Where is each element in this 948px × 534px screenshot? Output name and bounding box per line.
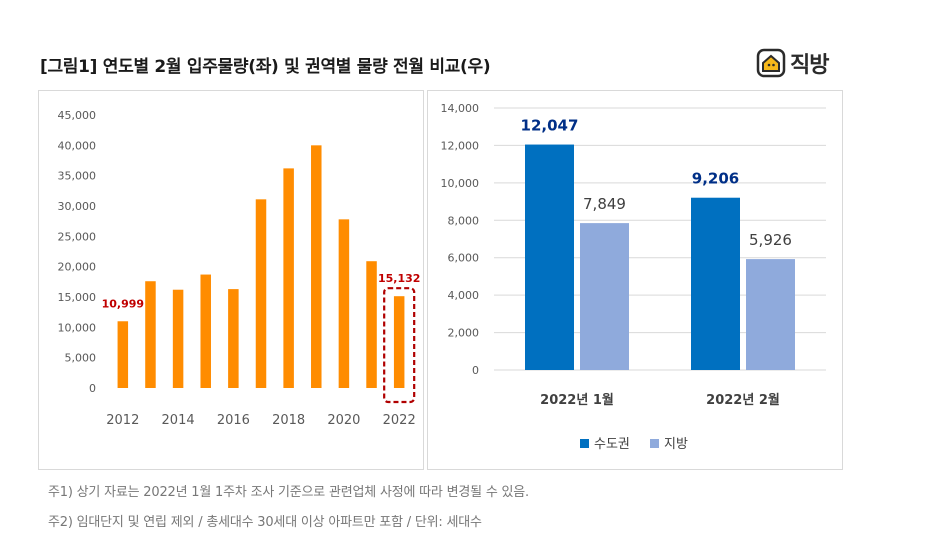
left-chart-panel: 0 5,000 10,000 15,000 20,000 25,000 30,000 35,0… bbox=[38, 90, 424, 470]
y-tick-label: 8,000 bbox=[448, 214, 480, 227]
y-tick-label: 15,000 bbox=[58, 291, 97, 304]
house-icon bbox=[756, 48, 786, 78]
y-tick-label: 10,000 bbox=[441, 177, 480, 190]
footnote-1: 주1) 상기 자료는 2022년 1월 1주차 조사 기준으로 관련업체 사정에… bbox=[48, 485, 529, 500]
bar-2018 bbox=[283, 168, 294, 388]
x-tick-label: 2018 bbox=[272, 413, 305, 428]
logo-text: 직방 bbox=[790, 53, 829, 78]
zigbang-logo: 직방 bbox=[756, 46, 829, 80]
y-tick-label: 40,000 bbox=[58, 139, 97, 152]
bar-2022 bbox=[393, 296, 405, 388]
y-tick-label: 35,000 bbox=[58, 170, 97, 183]
y-tick-label: 25,000 bbox=[58, 230, 97, 243]
bar-2020 bbox=[338, 219, 350, 388]
bar-2019 bbox=[311, 145, 322, 388]
x-tick-label: 2014 bbox=[162, 413, 195, 428]
bar-지방-0 bbox=[580, 223, 629, 370]
legend-label: 수도권 bbox=[594, 437, 630, 452]
data-label: 5,926 bbox=[749, 231, 792, 249]
legend-swatch-수도권 bbox=[580, 439, 589, 448]
bar-2015 bbox=[200, 274, 211, 388]
y-tick-label: 5,000 bbox=[65, 352, 97, 365]
data-label: 12,047 bbox=[521, 117, 579, 135]
data-label-2012: 10,999 bbox=[102, 297, 144, 310]
y-tick-label: 2,000 bbox=[448, 327, 480, 340]
y-tick-label: 45,000 bbox=[58, 109, 97, 122]
y-tick-label: 0 bbox=[89, 382, 96, 395]
bar-2021 bbox=[366, 261, 377, 388]
bar-2016 bbox=[228, 289, 239, 388]
y-tick-label: 14,000 bbox=[441, 102, 480, 115]
yearly-bar-chart: 0 5,000 10,000 15,000 20,000 25,000 30,000 35,0… bbox=[58, 109, 421, 428]
x-tick-label: 2012 bbox=[106, 413, 139, 428]
y-tick-label: 4,000 bbox=[448, 289, 480, 302]
bar-지방-1 bbox=[746, 259, 795, 370]
bar-2017 bbox=[255, 199, 267, 388]
data-label-2022: 15,132 bbox=[378, 272, 420, 285]
bar-수도권-1 bbox=[691, 197, 740, 370]
x-tick-label: 2016 bbox=[217, 413, 250, 428]
footnote-2: 주2) 임대단지 및 연립 제외 / 총세대수 30세대 이상 아파트만 포함 … bbox=[48, 515, 482, 530]
y-tick-label: 10,000 bbox=[58, 321, 97, 334]
bar-2012 bbox=[117, 321, 129, 388]
x-tick-label: 2022 bbox=[383, 413, 416, 428]
x-category-label: 2022년 1월 bbox=[540, 392, 614, 408]
data-label: 7,849 bbox=[583, 195, 626, 213]
right-chart-panel: 0 2,000 4,000 6,000 8,000 10,000 12,000 14,000 1… bbox=[427, 90, 843, 470]
x-category-label: 2022년 2월 bbox=[706, 392, 780, 408]
legend-swatch-지방 bbox=[650, 439, 659, 448]
y-tick-label: 6,000 bbox=[448, 252, 480, 265]
y-tick-label: 12,000 bbox=[441, 139, 480, 152]
data-label: 9,206 bbox=[692, 170, 739, 188]
page-title: [그림1] 연도별 2월 입주물량(좌) 및 권역별 물량 전월 비교(우) bbox=[40, 57, 491, 77]
y-tick-label: 30,000 bbox=[58, 200, 97, 213]
legend-label: 지방 bbox=[664, 437, 688, 452]
region-bar-chart: 0 2,000 4,000 6,000 8,000 10,000 12,000 14,000 1… bbox=[441, 102, 826, 452]
bar-2013 bbox=[145, 281, 156, 388]
y-tick-label: 20,000 bbox=[58, 261, 97, 274]
bar-수도권-0 bbox=[525, 144, 574, 370]
y-tick-label: 0 bbox=[472, 364, 479, 377]
bar-2014 bbox=[172, 289, 184, 388]
highlight-box bbox=[383, 287, 416, 404]
x-tick-label: 2020 bbox=[327, 413, 360, 428]
